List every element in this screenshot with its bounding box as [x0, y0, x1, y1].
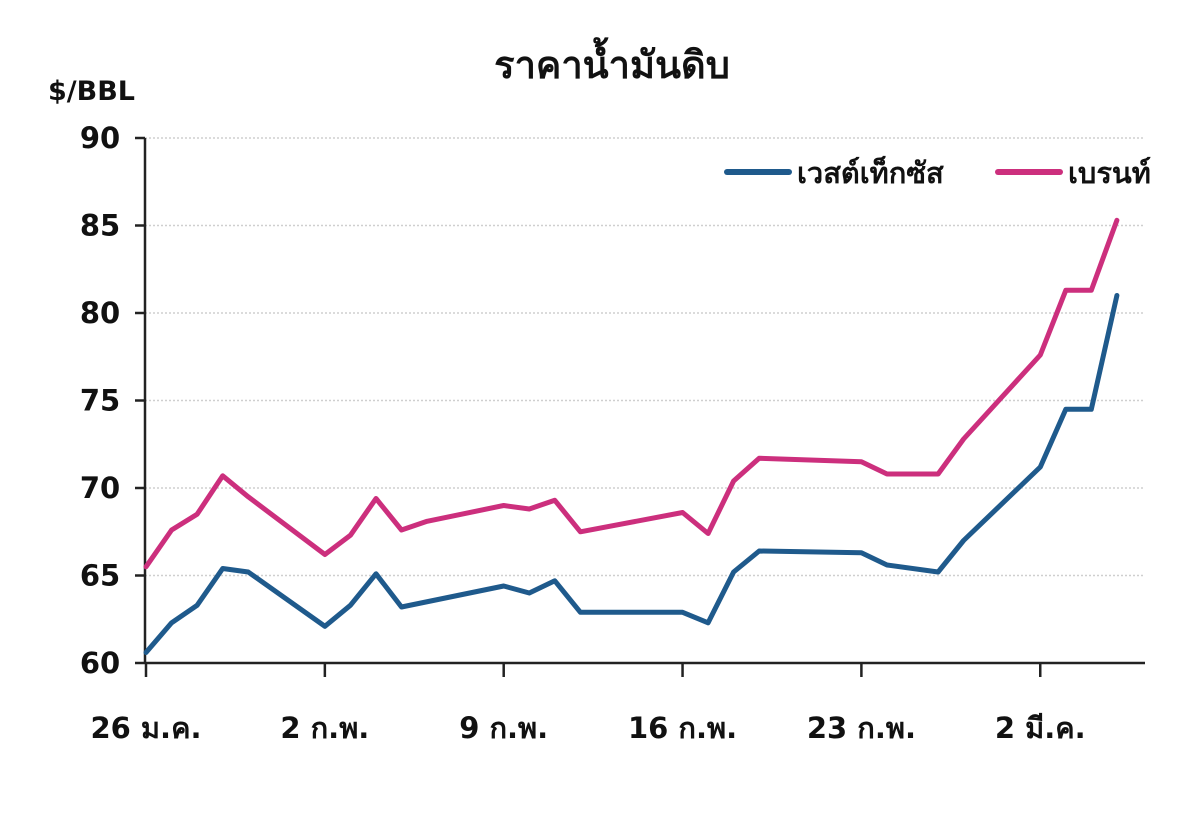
series-line-1 [143, 217, 1120, 570]
x-tick-label-4: 23 ก.พ. [807, 711, 916, 745]
y-axis-ticks: 60 65 70 75 80 85 90 [80, 121, 145, 680]
series-lines [143, 217, 1120, 655]
y-axis-unit-label: $/BBL [48, 76, 135, 107]
chart-title: ราคาน้ำมันดิบ [494, 37, 730, 87]
x-tick-label-5: 2 มี.ค. [995, 711, 1086, 745]
y-tick-label-90: 90 [80, 121, 120, 155]
x-tick-label-0: 26 ม.ค. [90, 711, 201, 745]
y-tick-label-80: 80 [80, 296, 120, 330]
y-tick-label-70: 70 [80, 471, 120, 505]
legend-label-0: เวสต์เท็กซัส [797, 155, 944, 190]
y-tick-label-60: 60 [80, 646, 120, 680]
legend-label-1: เบรนท์ [1068, 156, 1151, 190]
y-tick-label-65: 65 [80, 559, 120, 593]
x-tick-label-2: 9 ก.พ. [459, 711, 548, 745]
y-tick-label-75: 75 [80, 384, 120, 418]
gridlines [145, 137, 1145, 577]
x-tick-label-3: 16 ก.พ. [628, 711, 737, 745]
x-tick-label-1: 2 ก.พ. [280, 711, 369, 745]
legend: เวสต์เท็กซัส เบรนท์ [724, 155, 1151, 190]
y-tick-label-85: 85 [80, 209, 120, 243]
series-line-0 [143, 293, 1120, 655]
x-axis: 26 ม.ค. 2 ก.พ. 9 ก.พ. 16 ก.พ. 23 ก.พ. 2 มี.ค. [90, 661, 1145, 745]
